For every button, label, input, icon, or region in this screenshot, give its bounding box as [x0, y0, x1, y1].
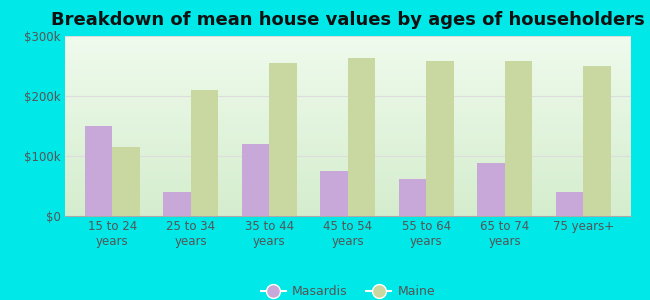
Bar [112, 147, 140, 216]
Bar [242, 144, 269, 216]
Bar [505, 61, 532, 216]
Bar [269, 63, 296, 216]
Bar [190, 90, 218, 216]
Title: Breakdown of mean house values by ages of householders: Breakdown of mean house values by ages o… [51, 11, 645, 29]
Bar [426, 61, 454, 216]
Bar [348, 58, 375, 216]
Bar [584, 66, 611, 216]
Bar [163, 192, 190, 216]
Bar [84, 126, 112, 216]
Bar [399, 179, 426, 216]
Bar [320, 171, 348, 216]
Bar [477, 163, 505, 216]
Legend: Masardis, Maine: Masardis, Maine [255, 280, 440, 300]
Bar [556, 192, 584, 216]
